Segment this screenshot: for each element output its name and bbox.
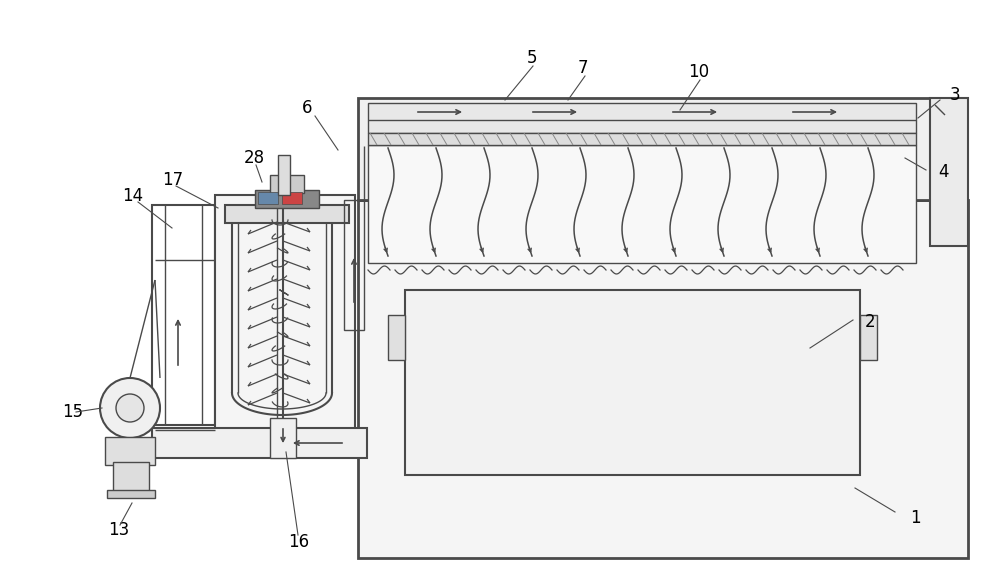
Text: 13: 13 <box>108 521 129 539</box>
Bar <box>152 205 215 425</box>
Bar <box>358 98 930 200</box>
Bar <box>113 462 149 494</box>
Text: 3: 3 <box>950 86 961 104</box>
Text: 6: 6 <box>302 99 312 117</box>
Bar <box>405 290 860 475</box>
Text: 2: 2 <box>865 313 876 331</box>
Text: 14: 14 <box>122 187 143 205</box>
Text: 17: 17 <box>162 171 183 189</box>
Bar <box>368 133 916 145</box>
Circle shape <box>116 394 144 422</box>
Bar <box>107 490 155 498</box>
Bar <box>215 195 355 435</box>
Text: 16: 16 <box>288 533 309 551</box>
Text: 28: 28 <box>244 149 265 167</box>
Bar <box>358 200 968 558</box>
Bar <box>368 103 916 133</box>
Bar <box>255 190 319 208</box>
Bar <box>278 155 290 195</box>
Text: 1: 1 <box>910 509 921 527</box>
Bar <box>105 437 155 465</box>
Bar <box>282 192 302 204</box>
Text: 15: 15 <box>62 403 83 421</box>
Bar <box>270 175 304 193</box>
Bar <box>344 200 364 330</box>
Bar <box>152 428 367 458</box>
Bar <box>270 418 296 458</box>
Text: 7: 7 <box>578 59 588 77</box>
Bar <box>860 315 877 360</box>
Text: 10: 10 <box>688 63 709 81</box>
Text: 4: 4 <box>938 163 948 181</box>
Circle shape <box>100 378 160 438</box>
Bar <box>388 315 405 360</box>
Bar <box>258 192 278 204</box>
Text: 5: 5 <box>527 49 538 67</box>
Bar <box>930 98 968 246</box>
Bar <box>368 145 916 263</box>
Bar <box>225 205 349 223</box>
